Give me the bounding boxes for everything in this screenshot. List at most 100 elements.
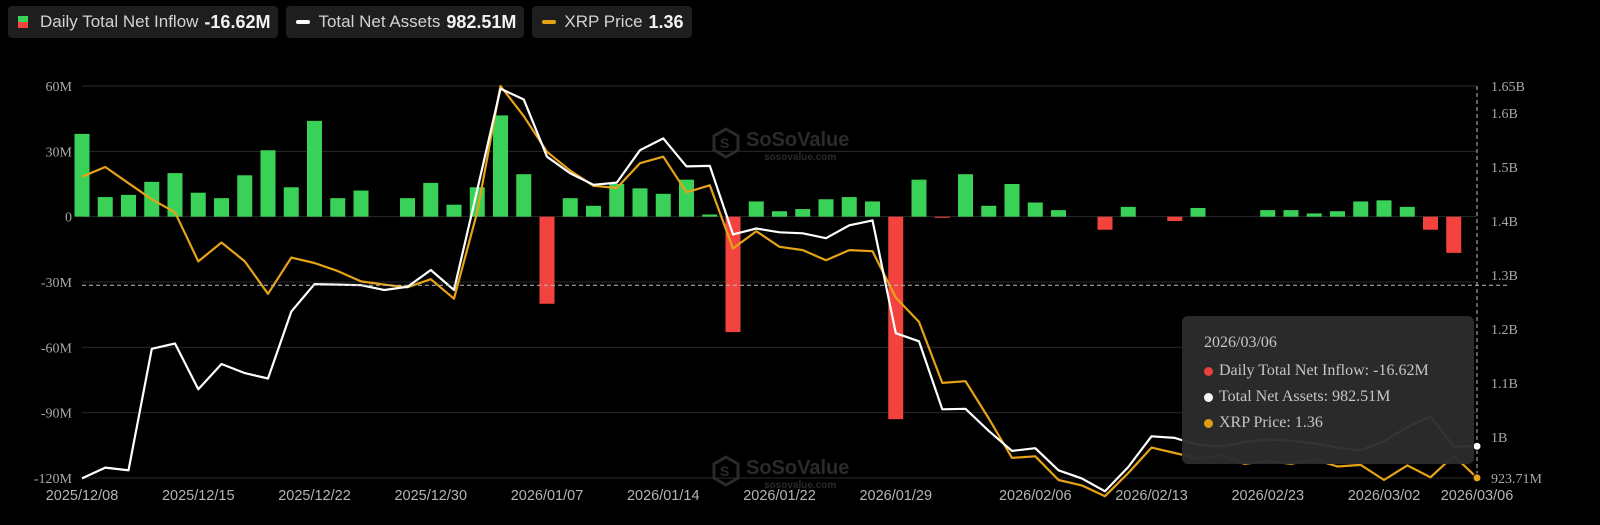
line-swatch-icon (296, 20, 311, 24)
inflow-bar-positive (562, 198, 578, 217)
inflow-bar-positive (400, 198, 415, 217)
inflow-bar-negative (1097, 216, 1113, 230)
inflow-bar-positive (1330, 211, 1345, 217)
inflow-bar-positive (865, 201, 880, 217)
inflow-bar-positive (330, 198, 346, 217)
inflow-bar-positive (981, 205, 997, 217)
inflow-bar-positive (1051, 210, 1066, 217)
inflow-bar-positive (1306, 213, 1322, 217)
inflow-bar-positive (214, 198, 229, 217)
tooltip-price-text: XRP Price: 1.36 (1219, 414, 1323, 431)
inflow-bar-positive (818, 199, 834, 217)
y-left-tick-label: -120M (34, 472, 73, 487)
inflow-bar-positive (516, 174, 532, 217)
inflow-bar-positive (423, 182, 439, 217)
inflow-bar-negative (1423, 216, 1438, 230)
legend-value-assets: 982.51M (446, 11, 517, 32)
y-left-tick-label: -60M (41, 341, 73, 356)
inflow-bar-positive (958, 174, 973, 217)
inflow-bar-positive (237, 175, 253, 217)
x-tick-label: 2026/02/23 (1231, 488, 1304, 504)
inflow-bar-negative (888, 216, 904, 420)
red-dot-icon (1204, 366, 1213, 376)
x-tick-label: 2026/02/06 (999, 488, 1072, 504)
tooltip-row-inflow: Daily Total Net Inflow: -16.62M (1204, 362, 1429, 380)
inflow-bar-positive (260, 150, 276, 217)
tooltip-row-assets: Total Net Assets: 982.51M (1204, 388, 1390, 406)
svg-text:S: S (720, 135, 729, 151)
y-left-tick-label: 0 (65, 211, 72, 226)
y-right-tick-label: 1.3B (1491, 269, 1518, 284)
inflow-bar-negative (1446, 216, 1462, 253)
watermark-url: sosovalue.com (764, 152, 836, 163)
tooltip-inflow-text: Daily Total Net Inflow: -16.62M (1219, 362, 1429, 379)
inflow-bar-positive (1260, 210, 1276, 217)
x-tick-label: 2026/03/02 (1348, 488, 1421, 504)
inflow-bar-positive (1027, 202, 1043, 217)
legend-item-assets[interactable]: Total Net Assets 982.51M (286, 6, 525, 38)
x-tick-label: 2025/12/08 (46, 488, 119, 504)
legend-item-inflow[interactable]: Daily Total Net Inflow -16.62M (8, 6, 279, 38)
y-right-tick-label: 1B (1491, 431, 1507, 446)
watermark-name: SoSoValue (746, 457, 849, 479)
inflow-bar-positive (609, 184, 625, 217)
x-tick-label: 2025/12/22 (278, 488, 351, 504)
inflow-bar-positive (1376, 200, 1392, 217)
y-axis-right: 1.65B 1.6B 1.5B 1.4B 1.3B 1.2B 1.1B 1B 923.71M (1491, 80, 1543, 487)
inflow-bar-positive (97, 197, 113, 217)
legend-value-price: 1.36 (648, 11, 684, 32)
legend-label-assets: Total Net Assets (318, 12, 441, 31)
inflow-bar-positive (911, 179, 927, 217)
tooltip: 2026/03/06 Daily Total Net Inflow: -16.6… (1182, 316, 1474, 464)
y-right-tick-label: 1.6B (1491, 107, 1518, 122)
x-tick-label: 2026/03/06 (1441, 488, 1514, 504)
watermark-logo-icon: S (712, 455, 740, 487)
inflow-bar-positive (446, 204, 462, 217)
y-right-tick-label: 1.5B (1491, 161, 1518, 176)
svg-text:S: S (720, 463, 729, 479)
inflow-bar-positive (493, 115, 508, 217)
inflow-bar-positive (307, 120, 322, 217)
watermarks: S SoSoValue sosovalue.com S SoSoValue so… (712, 127, 849, 491)
inflow-bar-positive (632, 188, 648, 217)
y-right-tick-label: 1.4B (1491, 215, 1518, 230)
inflow-bar-positive (679, 179, 694, 217)
y-left-tick-label: 60M (46, 80, 73, 95)
x-tick-label: 2026/01/14 (627, 488, 700, 504)
x-tick-label: 2025/12/15 (162, 488, 235, 504)
x-axis: 2025/12/08 2025/12/15 2025/12/22 2025/12/30… (46, 488, 1514, 504)
inflow-bar-negative (1167, 216, 1183, 222)
y-axis-left: 60M 30M 0 -30M -60M -90M -120M (34, 80, 73, 487)
watermark-name: SoSoValue (746, 129, 849, 151)
watermark-url: sosovalue.com (764, 480, 836, 491)
y-right-tick-label: 1.2B (1491, 323, 1518, 338)
y-right-tick-label: 923.71M (1491, 472, 1543, 487)
inflow-bar-positive (841, 197, 857, 217)
x-tick-label: 2026/01/29 (859, 488, 932, 504)
inflow-bar-positive (74, 133, 90, 217)
inflow-bar-positive (655, 193, 671, 217)
legend-item-price[interactable]: XRP Price 1.36 (532, 6, 692, 38)
inflow-bar-positive (1120, 206, 1136, 217)
inflow-bar-positive (283, 187, 299, 217)
y-right-tick-label: 1.1B (1491, 377, 1518, 392)
inflow-bar-positive (190, 192, 206, 217)
orange-dot-icon (1204, 418, 1213, 428)
inflow-bar-positive (353, 190, 369, 217)
inflow-bar-positive (1353, 201, 1369, 217)
x-tick-label: 2026/01/07 (511, 488, 584, 504)
watermark-logo-icon: S (712, 127, 740, 159)
price-marker (1472, 473, 1482, 483)
assets-marker (1472, 441, 1482, 451)
inflow-bar-negative (934, 216, 950, 218)
inflow-bar-negative (539, 216, 555, 304)
x-tick-label: 2025/12/30 (394, 488, 467, 504)
inflow-bar-positive (1190, 207, 1206, 217)
tooltip-row-price: XRP Price: 1.36 (1204, 414, 1323, 432)
inflow-bars (74, 115, 1462, 420)
tooltip-date: 2026/03/06 (1204, 334, 1277, 351)
bar-swatch-icon (18, 16, 28, 28)
inflow-bar-positive (795, 209, 811, 217)
x-tick-label: 2026/02/13 (1115, 488, 1188, 504)
